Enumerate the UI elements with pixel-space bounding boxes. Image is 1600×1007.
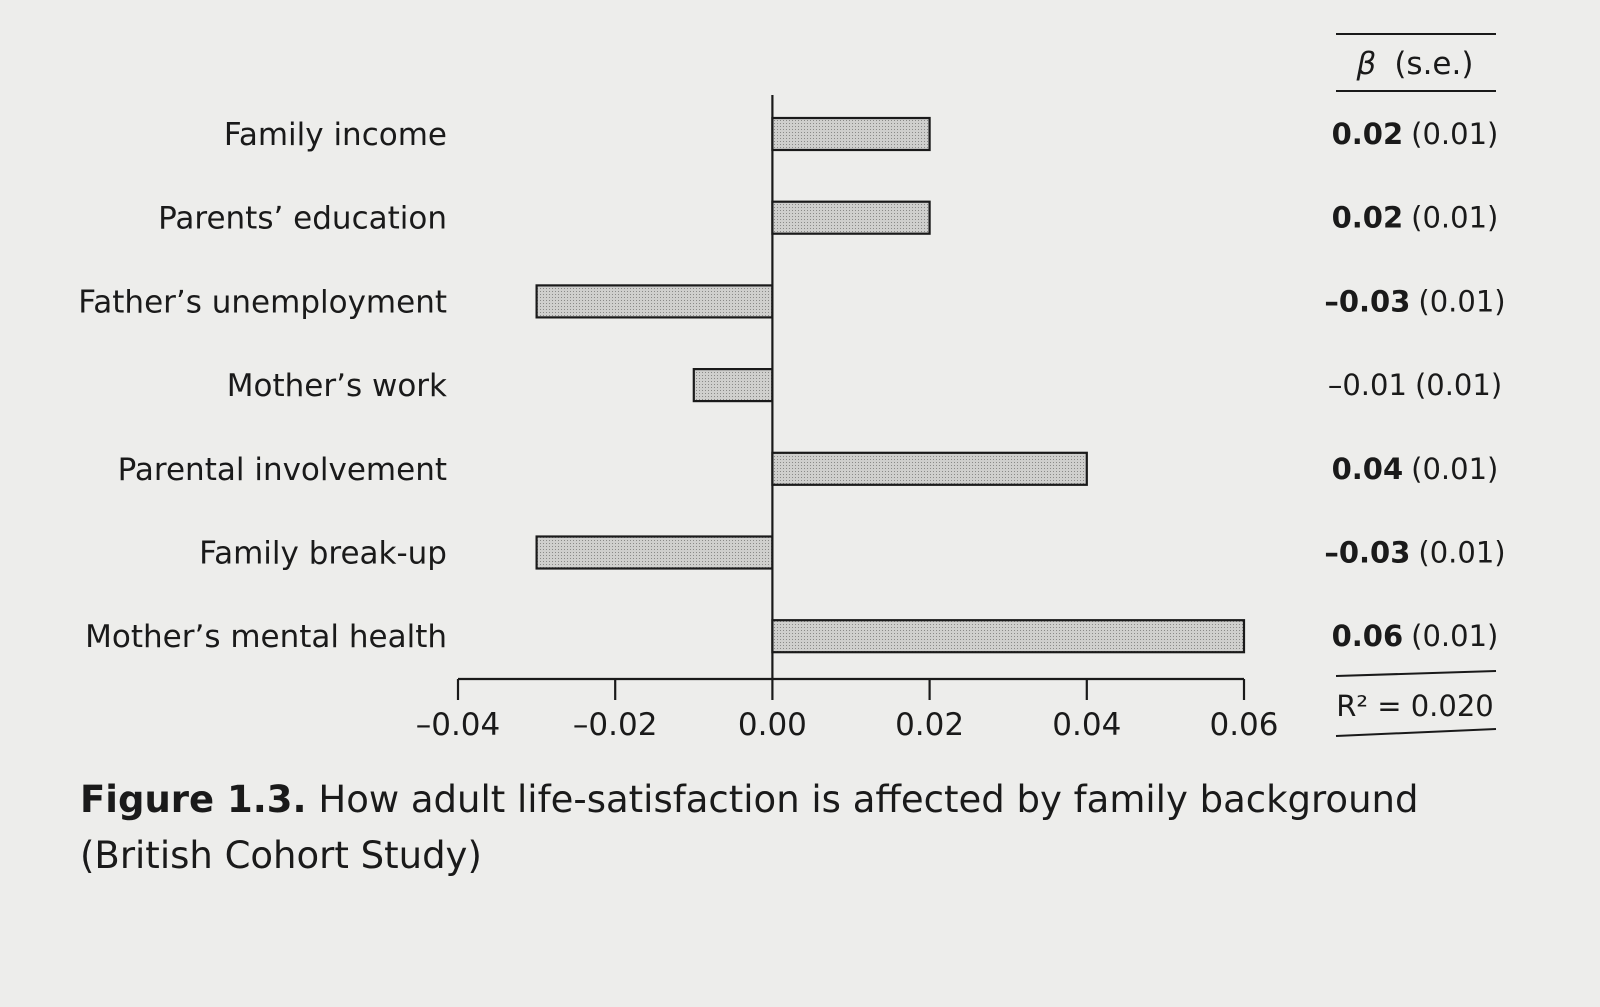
coef-beta: 0.02 [1332,117,1404,151]
coef-beta: –0.03 [1324,284,1410,318]
table-bottom-rule [1335,728,1497,737]
caption-text: How adult life-satisfaction is affected … [80,778,1419,877]
x-tick-label: –0.04 [416,707,501,743]
coef-row: 0.02 (0.01) [1332,117,1499,151]
category-label: Parents’ education [158,201,447,237]
bar [692,368,774,403]
bar [771,451,1088,486]
x-tick-label: 0.04 [1052,707,1121,743]
header-se: (s.e.) [1394,46,1473,82]
coef-row: 0.04 (0.01) [1332,452,1499,486]
category-label: Family income [224,117,447,153]
figure-caption: Figure 1.3. How adult life-satisfaction … [80,772,1500,884]
coef-se: (0.01) [1411,201,1498,235]
x-tick-label: 0.02 [895,707,964,743]
category-label: Family break-up [199,536,447,572]
coef-se: (0.01) [1415,368,1502,402]
x-axis: –0.04 –0.02 0.00 0.02 0.04 0.06 [416,95,1279,743]
bar [771,116,931,152]
coef-se: (0.01) [1418,536,1505,570]
coef-se: (0.01) [1411,452,1498,486]
coef-beta: 0.06 [1332,619,1404,653]
coef-row: 0.02 (0.01) [1332,201,1499,235]
x-tick-label: –0.02 [573,707,658,743]
table-header: β (s.e.) [1356,46,1474,82]
coef-row: –0.01 (0.01) [1328,368,1502,402]
category-label: Father’s unemployment [78,284,447,320]
x-tick-label: 0.00 [738,707,807,743]
bar [535,284,774,319]
x-tick-label: 0.06 [1209,707,1278,743]
r-squared: R² = 0.020 [1336,689,1494,723]
coef-se: (0.01) [1411,117,1498,151]
table-r2-top-rule [1335,670,1497,677]
category-label: Mother’s work [227,368,447,404]
coef-row: 0.06 (0.01) [1332,619,1499,653]
coef-se: (0.01) [1411,619,1498,653]
bar [535,535,774,570]
header-beta: β [1356,46,1377,82]
category-label: Parental involvement [118,452,447,488]
category-label: Mother’s mental health [85,619,447,655]
category-labels: Family income Parents’ education Father’s … [78,117,447,655]
coef-beta: 0.04 [1332,452,1404,486]
bar [771,619,1246,654]
coef-beta: –0.03 [1324,536,1410,570]
bar-chart: Family income Parents’ education Father’s … [78,33,1506,743]
bars-layer [535,116,1246,654]
coef-beta: –0.01 [1328,368,1407,402]
coef-beta: 0.02 [1332,201,1404,235]
figure-number: Figure 1.3. [80,778,307,821]
coefficient-table: 0.02 (0.01)0.02 (0.01)–0.03 (0.01)–0.01 (0.0… [1324,33,1506,737]
coef-row: –0.03 (0.01) [1324,284,1505,318]
coef-row: –0.03 (0.01) [1324,536,1505,570]
bar [771,200,931,235]
coef-se: (0.01) [1418,284,1505,318]
